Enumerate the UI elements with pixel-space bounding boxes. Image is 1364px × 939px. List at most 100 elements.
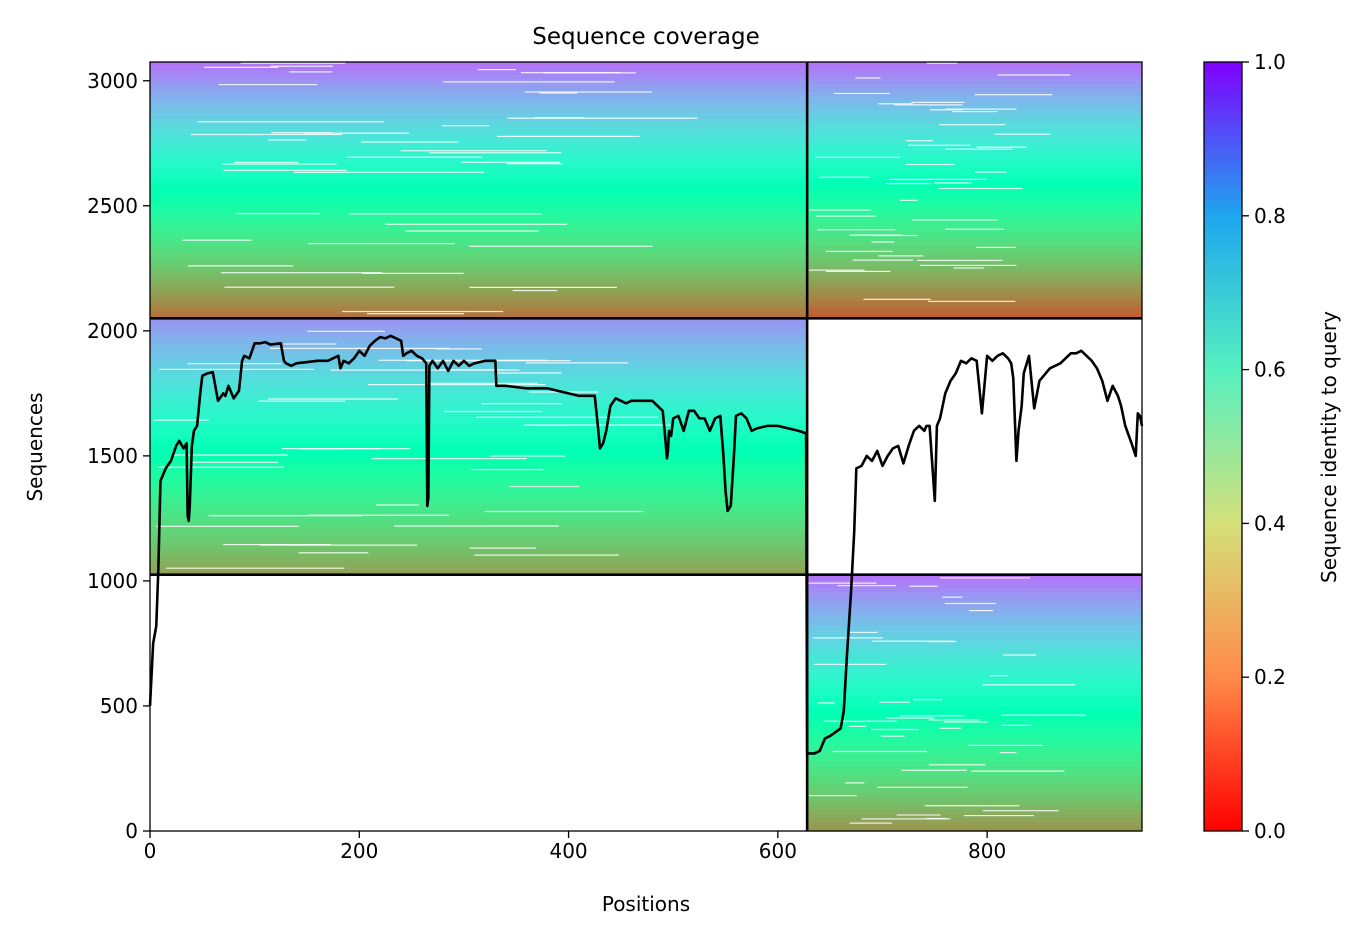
y-axis-ticks: 0 500 1000 1500 2000 2500 3000 — [87, 69, 150, 843]
heatmap-band — [150, 108, 808, 114]
y-tick-label: 2500 — [87, 194, 138, 218]
gap-streak — [815, 156, 901, 158]
heatmap-band — [807, 314, 1142, 319]
heatmap-band — [150, 202, 808, 208]
gap-streak — [817, 702, 835, 704]
heatmap-band — [150, 284, 808, 290]
heatmap-band — [150, 493, 808, 499]
gap-streak — [952, 111, 998, 113]
heatmap-band — [807, 660, 1142, 665]
gap-streak — [512, 289, 558, 292]
heatmap-band — [807, 100, 1142, 106]
heatmap-band — [807, 87, 1142, 93]
gap-streak — [271, 132, 332, 134]
gap-streak — [293, 171, 485, 173]
heatmap-band — [150, 446, 808, 452]
gap-streak — [855, 77, 881, 79]
gap-streak — [863, 298, 931, 300]
heatmap-band — [150, 271, 808, 277]
heatmap-band — [807, 220, 1142, 225]
gap-streak — [912, 699, 943, 701]
heatmap-band — [807, 241, 1142, 247]
heatmap-band — [807, 724, 1142, 730]
heatmap-band — [150, 220, 808, 225]
gap-streak — [872, 234, 917, 237]
heatmap-band — [150, 408, 808, 413]
heatmap-band — [807, 143, 1142, 149]
heatmap-band — [150, 224, 808, 230]
gap-streak — [425, 382, 538, 384]
heatmap-band — [807, 600, 1142, 606]
gap-streak — [816, 229, 896, 231]
heatmap-band — [807, 296, 1142, 302]
heatmap-band — [150, 181, 808, 187]
heatmap-band — [150, 570, 808, 576]
heatmap-band — [807, 275, 1142, 281]
heatmap-band — [807, 202, 1142, 208]
gap-streak — [837, 585, 897, 587]
gap-streak — [190, 133, 343, 136]
heatmap-band — [807, 83, 1142, 89]
heatmap-band — [150, 104, 808, 110]
gap-streak — [235, 213, 320, 215]
heatmap-band — [807, 279, 1142, 285]
heatmap-band — [150, 113, 808, 119]
heatmap-band — [807, 672, 1142, 678]
gap-streak — [877, 786, 968, 788]
heatmap-band — [150, 553, 808, 559]
heatmap-band — [807, 130, 1142, 136]
heatmap-band — [807, 155, 1142, 161]
heatmap-band — [150, 442, 808, 448]
colorbar-tick-label: 0.0 — [1254, 819, 1286, 843]
heatmap-band — [150, 399, 808, 405]
gap-streak — [444, 410, 542, 413]
heatmap-band — [807, 194, 1142, 200]
heatmap-band — [150, 378, 808, 384]
heatmap-band — [807, 267, 1142, 272]
gap-streak — [871, 241, 895, 243]
heatmap-band — [150, 514, 808, 520]
heatmap-band — [807, 681, 1142, 687]
heatmap-band — [807, 224, 1142, 230]
heatmap-band — [150, 369, 808, 375]
heatmap-band — [807, 608, 1142, 614]
gap-streak — [989, 675, 1008, 677]
gap-streak — [905, 140, 933, 142]
heatmap-band — [150, 356, 808, 362]
heatmap-band — [150, 373, 808, 379]
gap-streak — [240, 62, 346, 64]
coverage-heatmap — [150, 62, 1142, 832]
heatmap-band — [807, 96, 1142, 102]
gap-streak — [905, 163, 955, 166]
gap-streak — [939, 727, 961, 729]
gap-streak — [300, 448, 343, 450]
gap-streak — [442, 125, 490, 127]
gap-streak — [920, 264, 1017, 266]
gap-streak — [849, 822, 893, 824]
gap-streak — [443, 81, 615, 83]
heatmap-band — [150, 198, 808, 204]
gap-streak — [832, 750, 928, 753]
heatmap-band — [807, 591, 1142, 597]
heatmap-band — [807, 784, 1142, 789]
heatmap-band — [807, 271, 1142, 277]
colorbar-tick-label: 1.0 — [1254, 50, 1286, 74]
heatmap-band — [150, 425, 808, 431]
gap-streak — [969, 610, 994, 612]
heatmap-band — [150, 237, 808, 243]
heatmap-band — [150, 143, 808, 149]
x-tick-label: 800 — [968, 839, 1006, 863]
gap-streak — [976, 146, 1027, 148]
heatmap-band — [807, 771, 1142, 777]
heatmap-band — [807, 168, 1142, 174]
heatmap-band — [150, 420, 808, 426]
heatmap-band — [807, 745, 1142, 751]
gap-streak — [260, 544, 418, 546]
heatmap-band — [150, 561, 808, 567]
heatmap-band — [150, 536, 808, 542]
heatmap-band — [150, 296, 808, 302]
gap-streak — [220, 272, 382, 274]
heatmap-band — [150, 352, 808, 358]
heatmap-band — [150, 403, 808, 409]
heatmap-band — [807, 634, 1142, 640]
